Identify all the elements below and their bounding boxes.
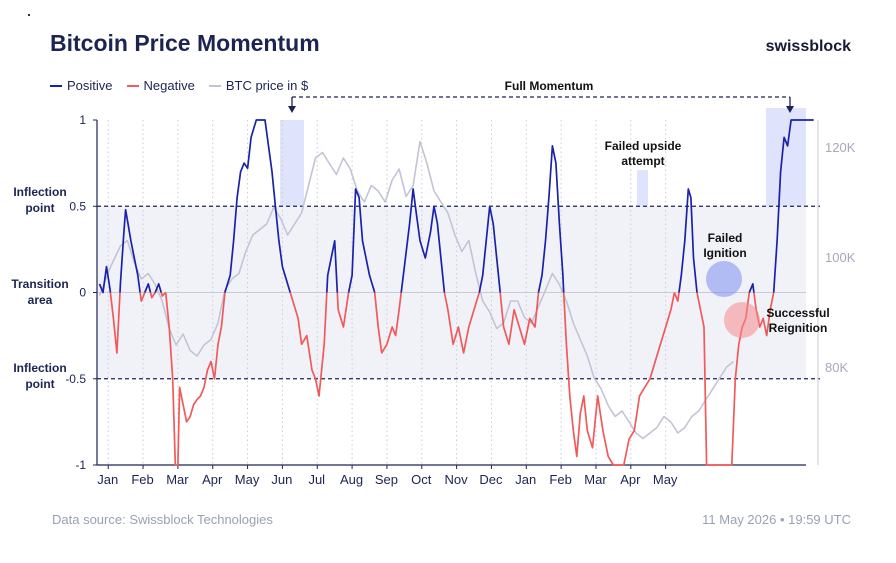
x-tick-label: Sep [375,472,398,487]
momentum-negative-line [373,292,403,354]
momentum-positive-line [748,283,755,293]
momentum-negative-line [164,292,226,466]
full-momentum-shade-2 [766,108,806,207]
y-left-tick-label: 1 [79,113,86,127]
full-momentum-arrow-right [786,106,794,113]
momentum-negative-line [336,292,350,328]
momentum-positive-line [119,208,141,293]
x-tick-label: Nov [445,472,469,487]
y-left-tick-label: 0.5 [69,199,86,213]
x-tick-label: Dec [479,472,503,487]
x-tick-label: Feb [131,472,153,487]
chart-title: Bitcoin Price Momentum [50,30,320,56]
legend-swatch-btc-price [208,84,221,87]
legend-item-btc-price: BTC price in $ [208,78,309,93]
legend-label-btc-price: BTC price in $ [225,78,309,93]
momentum-negative-line [139,292,146,302]
y-left-tick-label: -0.5 [65,372,86,386]
legend-swatch-negative [126,84,139,87]
x-tick-label: Oct [411,472,432,487]
left-annotation-label: Inflection point [13,185,66,215]
momentum-positive-line [478,205,502,293]
momentum-positive-line [678,188,698,293]
corner-mark [28,14,30,16]
failed-upside-label: Failed upside attempt [605,139,682,168]
momentum-negative-line [443,292,481,354]
x-tick-label: Jan [97,472,118,487]
btc-price-line [98,140,735,440]
momentum-positive-line [347,188,376,293]
legend-swatch-positive [50,84,62,87]
momentum-positive-line [154,283,163,293]
momentum-negative-line [289,292,328,397]
x-tick-label: Mar [166,472,189,487]
momentum-positive-line [537,145,565,293]
data-source: Data source: Swissblock Technologies [52,512,273,527]
full-momentum-label: Full Momentum [505,79,594,93]
x-tick-label: Jan [515,472,536,487]
y-right-tick-label: 100K [825,250,856,265]
momentum-positive-line [224,119,292,293]
y-right-tick-label: 80K [825,360,848,375]
x-tick-label: Apr [620,472,641,487]
y-left-tick-label: -1 [75,458,86,472]
x-tick-label: Feb [549,472,571,487]
legend-label-negative: Negative [143,78,195,93]
legend-item-negative: Negative [126,78,195,93]
legend-label-positive: Positive [67,78,113,93]
momentum-negative-line [160,291,167,297]
momentum-positive-line [144,283,152,293]
y-left-tick-label: 0 [79,286,86,300]
left-annotation-label: Inflection point [13,361,66,391]
legend-item-positive: Positive [50,78,113,93]
momentum-positive-line [772,119,814,293]
successful-reignition-marker [724,302,760,338]
momentum-positive-line [98,265,112,294]
brand-logo: swissblock [765,38,851,55]
momentum-negative-line [499,292,540,346]
x-tick-label: May [653,472,678,487]
x-tick-label: May [235,472,260,487]
momentum-positive-line [400,188,446,293]
failed-ignition-marker [706,261,742,297]
x-tick-label: Aug [340,472,363,487]
timestamp: 11 May 2026 • 19:59 UTC [702,512,851,527]
x-tick-label: Mar [584,472,607,487]
x-tick-label: Jul [308,472,325,487]
momentum-negative-line [149,292,156,299]
successful-reignition-label: Successful Reignition [766,306,829,335]
momentum-negative-line [673,292,680,302]
failed-ignition-label: Failed Ignition [703,231,746,260]
left-annotation-label: Transition area [11,277,68,307]
x-tick-label: Apr [202,472,223,487]
momentum-positive-line [325,239,339,293]
failed-upside-shade [637,170,648,207]
legend: Positive Negative BTC price in $ [50,78,308,93]
momentum-negative-line [562,292,676,466]
full-momentum-shade-1 [280,120,304,207]
full-momentum-arrow-left [288,106,296,113]
momentum-negative-line [109,292,121,354]
y-right-tick-label: 120K [825,140,856,155]
x-tick-label: Jun [271,472,292,487]
